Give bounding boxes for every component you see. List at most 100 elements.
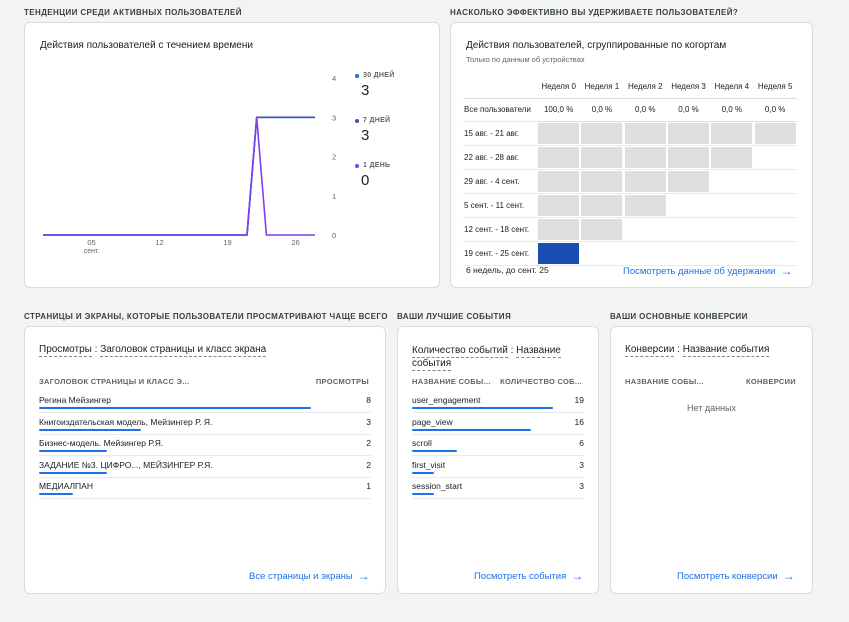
- cohort-cell[interactable]: [580, 169, 624, 195]
- cohort-cell[interactable]: [537, 193, 581, 219]
- cohort-cell[interactable]: [710, 241, 754, 267]
- cohort-cell[interactable]: [580, 145, 624, 171]
- table-row[interactable]: Регина Мейзингер 8: [39, 391, 371, 413]
- table-row[interactable]: Книгоиздательская модель, Мейзингер Р. Я…: [39, 413, 371, 435]
- row-name[interactable]: page_view: [412, 416, 453, 427]
- table-row[interactable]: first_visit 3: [412, 456, 584, 478]
- row-share-bar: [412, 407, 554, 409]
- row-divider: [39, 476, 371, 478]
- row-name[interactable]: scroll: [412, 438, 432, 448]
- pages-link-label[interactable]: Все страницы и экраны: [249, 571, 353, 582]
- table-row[interactable]: user_engagement 19: [412, 391, 584, 413]
- cohort-cell[interactable]: [537, 145, 581, 171]
- cohort-cell[interactable]: [710, 193, 754, 219]
- conversions-col-name[interactable]: НАЗВАНИЕ СОБЫ...: [625, 377, 704, 386]
- row-divider: [412, 476, 584, 478]
- pages-card-title-dimension[interactable]: Заголовок страницы и класс экрана: [100, 344, 267, 357]
- table-row[interactable]: ЗАДАНИЕ №3. ЦИФРО..., МЕЙЗИНГЕР Р.Я. 2: [39, 456, 371, 478]
- cohort-cell[interactable]: [537, 169, 581, 195]
- row-value: 3: [579, 481, 584, 491]
- row-name[interactable]: Книгоиздательская модель, Мейзингер Р. Я…: [39, 416, 213, 427]
- series-line-0[interactable]: [43, 116, 315, 236]
- cohort-cell[interactable]: [623, 217, 667, 243]
- cohort-cell[interactable]: [753, 145, 797, 171]
- pages-card-title[interactable]: Просмотры : Заголовок страницы и класс э…: [39, 344, 267, 357]
- cohort-cell[interactable]: [537, 121, 581, 147]
- conversions-col-value[interactable]: КОНВЕРСИИ: [746, 377, 796, 386]
- retention-link-label[interactable]: Посмотреть данные об удержании: [623, 266, 776, 277]
- row-divider: [412, 498, 584, 499]
- conversions-card: Конверсии : Название события НАЗВАНИЕ СО…: [610, 326, 813, 594]
- table-row[interactable]: page_view 16: [412, 413, 584, 435]
- retention-link[interactable]: Посмотреть данные об удержании →: [623, 264, 793, 278]
- row-name[interactable]: ЗАДАНИЕ №3. ЦИФРО..., МЕЙЗИНГЕР Р.Я.: [39, 459, 213, 470]
- cohort-cell[interactable]: [623, 169, 667, 195]
- table-row[interactable]: МЕДИАЛПАН 1: [39, 477, 371, 499]
- arrow-right-icon[interactable]: →: [357, 569, 370, 583]
- row-share-bar: [39, 471, 108, 474]
- row-value: 1: [366, 481, 371, 491]
- row-name[interactable]: session_start: [412, 481, 463, 491]
- events-col-name[interactable]: НАЗВАНИЕ СОБЫ...: [412, 377, 491, 386]
- row-name[interactable]: user_engagement: [412, 395, 481, 405]
- arrow-right-icon[interactable]: →: [782, 569, 795, 583]
- table-row[interactable]: scroll 6: [412, 434, 584, 456]
- row-name[interactable]: first_visit: [412, 459, 446, 470]
- conversions-card-title-metric[interactable]: Конверсии: [625, 344, 675, 357]
- cohort-cell[interactable]: [666, 193, 711, 219]
- pages-card-title-metric[interactable]: Просмотры: [39, 344, 92, 357]
- row-name[interactable]: Регина Мейзингер: [39, 395, 112, 405]
- cohort-cell[interactable]: [666, 121, 711, 147]
- cohort-cell[interactable]: [623, 241, 667, 267]
- x-tick-label: 19: [223, 238, 231, 247]
- conversions-card-title[interactable]: Конверсии : Название события: [625, 344, 770, 357]
- events-card-title-dimension[interactable]: Название события: [412, 345, 561, 371]
- cohort-cell[interactable]: [753, 193, 797, 219]
- legend-dot-1-day: [355, 163, 359, 168]
- row-divider: [412, 412, 584, 413]
- cohort-corner: [463, 75, 537, 99]
- cohort-cell[interactable]: [710, 145, 754, 171]
- cohort-cell[interactable]: [623, 121, 667, 147]
- cohort-cell[interactable]: [623, 145, 667, 171]
- conversions-link-label[interactable]: Посмотреть конверсии: [677, 571, 778, 582]
- cohort-cell[interactable]: [580, 217, 624, 243]
- pages-link[interactable]: Все страницы и экраны →: [249, 569, 370, 583]
- cohort-cell[interactable]: [666, 169, 711, 195]
- pages-col-name[interactable]: ЗАГОЛОВОК СТРАНИЦЫ И КЛАСС Э...: [39, 377, 190, 386]
- arrow-right-icon[interactable]: →: [571, 569, 584, 583]
- pages-col-value[interactable]: ПРОСМОТРЫ: [315, 377, 369, 386]
- events-link[interactable]: Посмотреть события →: [474, 569, 584, 583]
- events-col-value[interactable]: КОЛИЧЕСТВО СОБ...: [500, 377, 582, 386]
- cohort-cell[interactable]: [537, 241, 581, 267]
- cohort-cell[interactable]: [710, 121, 754, 147]
- cohort-cell[interactable]: [623, 193, 667, 219]
- row-share-bar: [412, 471, 435, 474]
- cohort-cell[interactable]: [753, 169, 797, 195]
- row-name[interactable]: Бизнес-модель. Мейзингер Р.Я.: [39, 438, 164, 448]
- cohort-cell[interactable]: [710, 217, 754, 243]
- cohort-cell[interactable]: [753, 121, 797, 147]
- cohort-cell[interactable]: [710, 169, 754, 195]
- events-link-label[interactable]: Посмотреть события: [474, 571, 567, 582]
- series-line-1[interactable]: [43, 116, 315, 236]
- series-line-2[interactable]: [43, 116, 315, 236]
- table-row[interactable]: Бизнес-модель. Мейзингер Р.Я. 2: [39, 434, 371, 456]
- cohort-cell[interactable]: [580, 121, 624, 147]
- events-card-title[interactable]: Количество событий : Название события: [412, 345, 561, 371]
- arrow-right-icon[interactable]: →: [780, 264, 793, 278]
- conversions-link[interactable]: Посмотреть конверсии →: [677, 569, 795, 583]
- cohort-cell[interactable]: [537, 217, 581, 243]
- cohort-cell[interactable]: [753, 241, 797, 267]
- cohort-cell[interactable]: [666, 241, 711, 267]
- cohort-cell[interactable]: [666, 217, 711, 243]
- cohort-cell[interactable]: [580, 193, 624, 219]
- cohort-cell[interactable]: [666, 145, 711, 171]
- conversions-card-title-dimension[interactable]: Название события: [682, 344, 770, 357]
- cohort-cell[interactable]: [753, 217, 797, 243]
- cohort-cell[interactable]: [580, 241, 624, 267]
- table-row[interactable]: session_start 3: [412, 477, 584, 499]
- row-name[interactable]: МЕДИАЛПАН: [39, 481, 93, 491]
- events-card-title-metric[interactable]: Количество событий: [412, 345, 508, 358]
